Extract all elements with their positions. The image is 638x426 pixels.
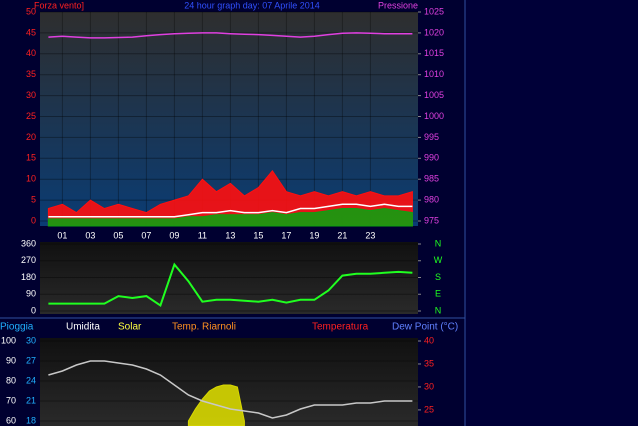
x-tick-label: 11 <box>198 230 207 240</box>
y2-label: Pressione <box>378 0 418 10</box>
x-tick-label: 09 <box>169 230 179 240</box>
plot-area <box>40 242 418 314</box>
y2-tick-label: 1005 <box>424 90 444 100</box>
y2-tick-label: 995 <box>424 132 439 142</box>
y2-tick-label: 980 <box>424 194 439 204</box>
y2-tick-label: 35 <box>424 358 434 368</box>
x-tick-label: 19 <box>309 230 319 240</box>
y2-tick-label: 985 <box>424 174 439 184</box>
y-tick-label: 0 <box>31 215 36 225</box>
y2-tick-label: 1010 <box>424 69 444 79</box>
y2-tick-label: 1000 <box>424 111 444 121</box>
y-tick-label: 40 <box>26 48 36 58</box>
legend-label: Dew Point (°C) <box>392 322 458 333</box>
x-tick-label: 05 <box>113 230 123 240</box>
y2-tick-label: 1025 <box>424 6 444 16</box>
y2-tick-label: 30 <box>424 381 434 391</box>
legend-label: Solar <box>118 322 142 333</box>
y2-tick-label: 1015 <box>424 48 444 58</box>
y2-tick-label: 40 <box>424 335 434 345</box>
y-tick-label: 0 <box>31 305 36 315</box>
y-tick-label: 100 <box>1 335 16 345</box>
legend-label: Umidita <box>66 322 100 333</box>
y2-tick-label: 975 <box>424 215 439 225</box>
y-tick-label: 60 <box>6 415 16 425</box>
x-tick-label: 23 <box>365 230 375 240</box>
x-tick-label: 07 <box>141 230 151 240</box>
line <box>48 32 413 39</box>
x-tick-label: 15 <box>253 230 263 240</box>
y2-tick-label: 25 <box>424 404 434 414</box>
y-tick-label: 50 <box>26 6 36 16</box>
y-tick-label: 20 <box>26 132 36 142</box>
y-tick-label: 30 <box>26 90 36 100</box>
legend-label: Temperatura <box>312 322 369 333</box>
x-tick-label: 17 <box>281 230 291 240</box>
y2-tick-label: W <box>434 255 443 265</box>
y-tick-label: 15 <box>26 153 36 163</box>
y2-tick-label: N <box>435 238 442 248</box>
rain-tick-label: 27 <box>26 355 36 365</box>
area <box>47 207 413 227</box>
y-tick-label: 180 <box>21 272 36 282</box>
x-tick-label: 13 <box>225 230 235 240</box>
legend-label: Pioggia <box>0 322 34 333</box>
y2-tick-label: 990 <box>424 153 439 163</box>
line <box>48 203 413 218</box>
y-tick-label: 90 <box>6 355 16 365</box>
x-tick-label: 03 <box>85 230 95 240</box>
y-tick-label: 45 <box>26 27 36 37</box>
y2-tick-label: N <box>435 305 442 315</box>
y2-tick-label: S <box>435 272 441 282</box>
chart-title: 24 hour graph day: 07 Aprile 2014 <box>184 0 320 10</box>
line <box>48 360 413 419</box>
y-tick-label: 35 <box>26 69 36 79</box>
y-tick-label: 270 <box>21 255 36 265</box>
x-tick-label: 01 <box>57 230 67 240</box>
rain-tick-label: 24 <box>26 375 36 385</box>
y-tick-label: 5 <box>31 194 36 204</box>
y-tick-label: 90 <box>26 289 36 299</box>
rain-tick-label: 21 <box>26 395 36 405</box>
rain-tick-label: 18 <box>26 415 36 425</box>
y-tick-label: 70 <box>6 395 16 405</box>
y-tick-label: 360 <box>21 238 36 248</box>
line <box>48 262 413 307</box>
y-tick-label: 80 <box>6 375 16 385</box>
y2-tick-label: 1020 <box>424 27 444 37</box>
y2-tick-label: E <box>435 289 441 299</box>
x-tick-label: 21 <box>337 230 347 240</box>
y-tick-label: 25 <box>26 111 36 121</box>
rain-tick-label: 30 <box>26 335 36 345</box>
legend-label: Temp. Riarnoli <box>172 322 236 333</box>
y-label: Forza vento] <box>34 0 84 10</box>
y-tick-label: 10 <box>26 174 36 184</box>
